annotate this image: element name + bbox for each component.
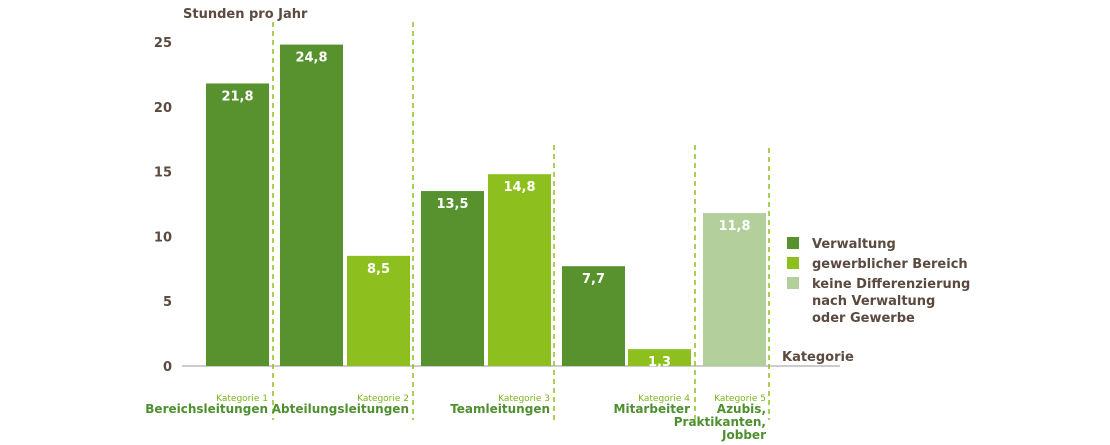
bar-value-label: 14,8 <box>503 180 535 195</box>
legend-swatch <box>787 257 799 269</box>
bar-value-label: 21,8 <box>221 89 253 104</box>
bar <box>280 44 343 366</box>
legend-swatch <box>787 277 799 289</box>
bar <box>347 255 410 366</box>
bar <box>488 174 551 366</box>
legend-label: keine Differenzierung <box>812 277 970 292</box>
x-axis-title: Kategorie <box>782 350 854 365</box>
legend-label: nach Verwaltung <box>812 294 935 309</box>
bar <box>703 213 766 366</box>
category-name-label: Jobber <box>721 428 766 442</box>
y-tick-label: 20 <box>154 101 172 116</box>
bar-value-label: 11,8 <box>718 219 750 234</box>
bar <box>562 266 625 366</box>
y-tick-label: 10 <box>154 230 172 245</box>
y-tick-label: 0 <box>163 360 172 375</box>
y-ticks: 0 5 10 15 20 25 <box>154 36 172 375</box>
bar <box>421 191 484 366</box>
category-name-label: Abteilungsleitungen <box>272 402 409 416</box>
category-kategorie-label: Kategorie 2 <box>357 394 409 404</box>
category-name-label: Teamleitungen <box>450 402 550 416</box>
category-kategorie-label: Kategorie 3 <box>498 394 550 404</box>
bar <box>628 349 691 366</box>
legend: Verwaltung gewerblicher Bereich keine Diff… <box>787 237 970 326</box>
category-name-label: Bereichsleitungen <box>145 402 268 416</box>
y-tick-label: 5 <box>163 295 172 310</box>
category-name-label: Praktikanten, <box>674 415 766 429</box>
bar-value-label: 8,5 <box>367 262 390 277</box>
bar-value-label: 7,7 <box>582 272 605 287</box>
bar-value-label: 24,8 <box>295 51 327 66</box>
legend-label: gewerblicher Bereich <box>812 257 968 272</box>
legend-swatch <box>787 237 799 249</box>
y-tick-label: 15 <box>154 166 172 181</box>
y-axis-title: Stunden pro Jahr <box>183 7 308 22</box>
legend-label: Verwaltung <box>812 237 896 252</box>
category-name-label: Mitarbeiter <box>614 402 691 416</box>
bar <box>206 83 269 367</box>
bars: 21,8 24,8 8,5 13,5 14,8 7,7 1,3 11,8 <box>206 44 766 370</box>
category-kategorie-label: Kategorie 1 <box>216 394 268 404</box>
bar-value-label: 13,5 <box>436 197 468 212</box>
category-kategorie-label: Kategorie 4 <box>638 394 690 404</box>
category-name-label: Azubis, <box>717 402 766 416</box>
bar-value-label: 1,3 <box>648 355 671 370</box>
y-tick-label: 25 <box>154 36 172 51</box>
category-dividers <box>272 22 770 420</box>
category-kategorie-label: Kategorie 5 <box>714 394 766 404</box>
legend-label: oder Gewerbe <box>812 311 915 326</box>
